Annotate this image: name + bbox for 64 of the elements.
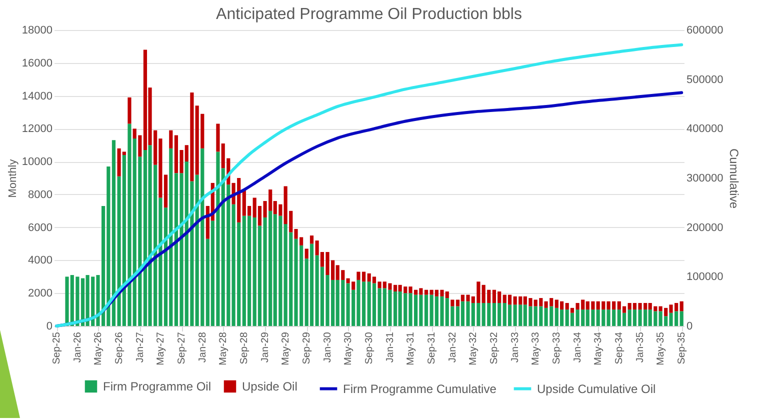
legend-label: Upside Cumulative Oil — [537, 382, 656, 396]
x-tick-label: Sep-30 — [364, 332, 376, 364]
y2-tick-label: 300000 — [686, 172, 724, 184]
x-tick-label: Jan-26 — [72, 332, 84, 363]
bar — [680, 311, 684, 326]
y-tick-label: 8000 — [28, 188, 52, 201]
bar — [424, 290, 428, 295]
y2-tick-label: 500000 — [686, 74, 724, 86]
x-tick-label: May-31 — [406, 332, 417, 366]
bar — [128, 97, 132, 124]
y-tick-label: 10000 — [22, 156, 52, 168]
y-tick-label: 12000 — [22, 123, 52, 136]
x-tick-label: May-29 — [280, 332, 292, 366]
x-tick-label: Sep-35 — [676, 332, 688, 364]
x-tick-label: Jan-31 — [384, 332, 396, 363]
x-tick-label: Sep-34 — [614, 332, 626, 364]
x-tick-label: May-35 — [656, 332, 667, 366]
x-tick-label: May-32 — [468, 332, 480, 366]
x-tick-label: Sep-33 — [552, 332, 563, 364]
y2-axis-title: Cumulative — [727, 148, 742, 209]
y2-tick-label: 600000 — [686, 24, 724, 36]
bar — [310, 236, 314, 244]
x-tick-label: Jan-28 — [197, 332, 208, 363]
y2-tick-label: 100000 — [686, 271, 724, 284]
bar — [169, 130, 173, 148]
x-tick-label: May-28 — [218, 332, 230, 366]
y2-tick-label: 400000 — [686, 123, 724, 136]
x-tick-label: Sep-28 — [239, 332, 250, 364]
x-tick-label: Jan-29 — [260, 332, 272, 363]
x-tick-label: May-26 — [92, 332, 104, 366]
chart-title: Anticipated Programme Oil Production bbls — [216, 6, 522, 23]
x-tick-label: Sep-31 — [426, 332, 438, 364]
y-tick-label: 18000 — [22, 24, 52, 36]
legend-label: Upside Oil — [242, 379, 298, 394]
bar — [424, 294, 428, 326]
y-tick-label: 4000 — [28, 254, 52, 267]
x-tick-label: May-33 — [530, 332, 542, 366]
x-tick-label: Jan-34 — [572, 332, 584, 363]
x-tick-label: Jan-33 — [510, 332, 522, 363]
bar — [680, 301, 684, 312]
x-tick-label: Jan-27 — [134, 332, 146, 363]
y-tick-label: 16000 — [22, 57, 52, 70]
bar — [450, 300, 454, 306]
y-axis-title: Monthly — [6, 158, 19, 198]
x-tick-label: Sep-29 — [302, 332, 313, 364]
x-tick-label: Sep-26 — [114, 332, 126, 364]
x-tick-label: Sep-27 — [176, 332, 188, 364]
x-tick-label: May-30 — [343, 332, 354, 366]
y-tick-label: 0 — [46, 320, 52, 332]
legend-label: Firm Programme Cumulative — [343, 382, 497, 396]
y2-tick-label: 200000 — [686, 222, 724, 234]
x-tick-label: Jan-30 — [322, 332, 334, 363]
x-tick-label: Jan-32 — [447, 332, 458, 363]
y-tick-label: 14000 — [22, 90, 52, 102]
x-tick-label: May-27 — [155, 332, 166, 366]
legend-label: Firm Programme Oil — [103, 379, 212, 394]
x-tick-label: Jan-35 — [635, 332, 646, 363]
x-tick-label: May-34 — [593, 332, 604, 366]
bar — [304, 248, 308, 259]
y-tick-label: 6000 — [28, 222, 52, 234]
x-tick-label: Sep-25 — [52, 332, 63, 364]
y2-tick-label: 0 — [686, 320, 693, 332]
y-tick-label: 2000 — [28, 288, 52, 300]
x-tick-label: Sep-32 — [489, 332, 500, 364]
